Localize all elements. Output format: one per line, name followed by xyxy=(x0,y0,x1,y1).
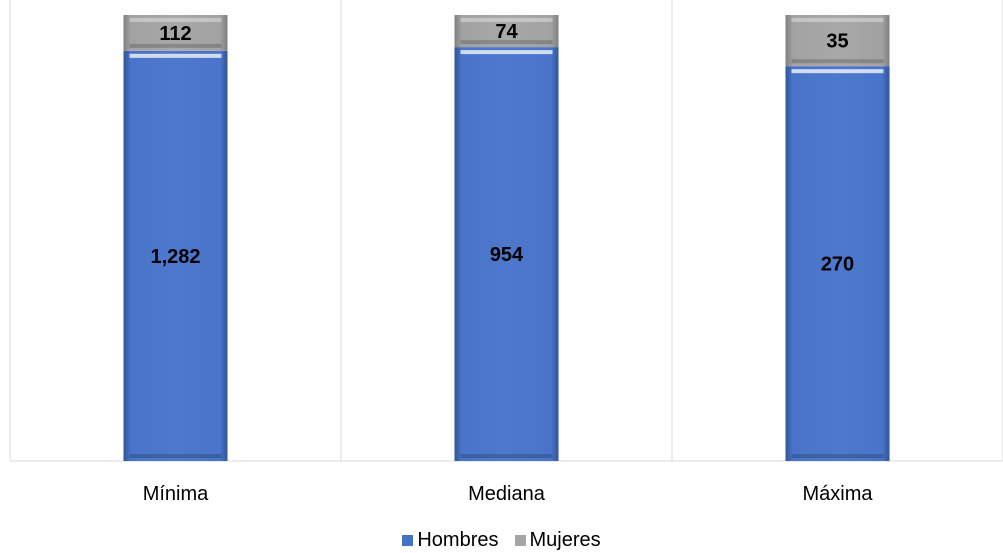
bar-mujeres xyxy=(454,15,559,48)
data-label-mujeres: 112 xyxy=(159,23,191,45)
bar-hombres xyxy=(123,50,228,462)
data-label-mujeres: 74 xyxy=(495,21,518,43)
legend-item-hombres: Hombres xyxy=(402,528,499,552)
bar-segment-mujeres xyxy=(123,15,228,51)
legend-swatch-hombres xyxy=(402,534,414,546)
bar-bevel-top xyxy=(791,69,884,74)
bar-bevel-top xyxy=(460,50,553,55)
legend-label-mujeres: Mujeres xyxy=(529,528,601,551)
stacked-bar-chart: 1,282 112 Mínima 954 74 Mediana 270 35 Máxima xyxy=(9,0,1003,505)
bar-segment-mujeres xyxy=(785,15,890,67)
bar-segment-mujeres xyxy=(454,15,559,48)
bar-segment-hombres xyxy=(123,50,228,462)
x-tick-label: Mediana xyxy=(468,483,546,505)
data-label-hombres: 954 xyxy=(490,244,524,266)
bar-bevel-top xyxy=(129,18,222,22)
bar-bevel-top xyxy=(791,18,884,22)
data-label-hombres: 1,282 xyxy=(150,246,200,268)
bar-bevel-bottom xyxy=(129,43,222,48)
bar-segment-hombres xyxy=(454,47,559,462)
x-tick-label: Máxima xyxy=(802,483,873,505)
bar-hombres xyxy=(785,66,890,461)
data-label-mujeres: 35 xyxy=(826,31,848,53)
bar-bevel-top xyxy=(460,18,553,22)
x-tick-label: Mínima xyxy=(143,483,209,505)
bar-mujeres xyxy=(785,15,890,67)
bar-bevel-bottom xyxy=(460,454,553,458)
bar-hombres xyxy=(454,47,559,462)
legend-swatch-mujeres xyxy=(514,534,526,546)
bar-bevel-bottom xyxy=(791,59,884,64)
legend-item-mujeres: Mujeres xyxy=(514,528,601,552)
bar-bevel-bottom xyxy=(129,454,222,458)
bar-segment-hombres xyxy=(785,66,890,461)
legend: Hombres Mujeres xyxy=(0,527,1003,553)
bar-bevel-top xyxy=(129,53,222,58)
bar-bevel-bottom xyxy=(791,454,884,458)
legend-label-hombres: Hombres xyxy=(417,528,499,551)
bar-bevel-bottom xyxy=(460,40,553,45)
bar-mujeres xyxy=(123,15,228,51)
data-label-hombres: 270 xyxy=(821,254,854,276)
